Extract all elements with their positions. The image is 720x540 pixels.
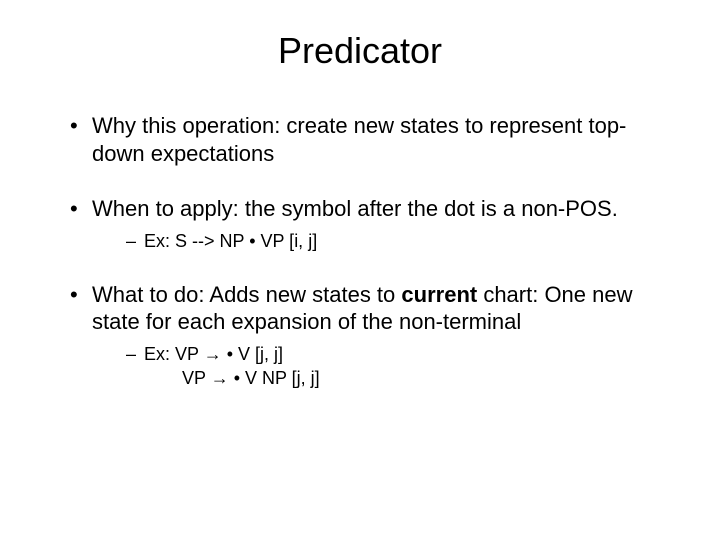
sub-list: Ex: VP → • V [j, j] VP → • V NP [j, j] [92,342,670,391]
sub-item: Ex: VP → • V [j, j] VP → • V NP [j, j] [126,342,670,391]
sub-item: Ex: S --> NP • VP [i, j] [126,229,670,253]
slide-title: Predicator [0,30,720,72]
bullet-item: When to apply: the symbol after the dot … [70,195,670,253]
sub-text: Ex: VP → • V [j, j] [144,344,283,364]
bullet-text-bold: current [401,282,477,307]
sub-text: Ex: S --> NP • VP [i, j] [144,231,317,251]
sub-list: Ex: S --> NP • VP [i, j] [92,229,670,253]
sub-text-line2: VP → • V NP [j, j] [144,366,670,390]
bullet-text: Why this operation: create new states to… [92,113,626,166]
bullet-list: Why this operation: create new states to… [0,112,720,390]
bullet-text-prefix: What to do: Adds new states to [92,282,401,307]
bullet-item: Why this operation: create new states to… [70,112,670,167]
bullet-item: What to do: Adds new states to current c… [70,281,670,391]
bullet-text: When to apply: the symbol after the dot … [92,196,618,221]
slide: Predicator Why this operation: create ne… [0,0,720,540]
